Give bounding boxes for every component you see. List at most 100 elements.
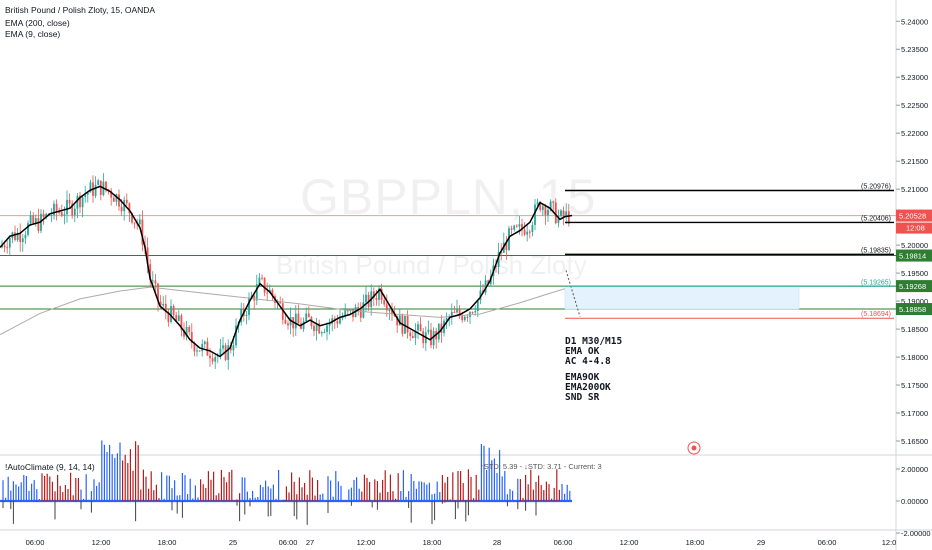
demand-zone-box (564, 286, 800, 310)
candle-body (544, 206, 547, 216)
candle-body (419, 324, 422, 332)
ema9-legend[interactable]: EMA (9, close) (5, 29, 61, 39)
candle-body (328, 323, 331, 326)
candle-body (177, 315, 180, 321)
candle-body (417, 324, 419, 331)
candle-body (297, 313, 300, 324)
note-line6: SND SR (565, 392, 600, 403)
candle-body (3, 245, 6, 248)
candle-body (287, 323, 289, 326)
candle-body (263, 277, 266, 293)
candle-body (513, 225, 516, 230)
candle-body (55, 203, 58, 213)
candle-body (81, 196, 84, 208)
candle-body (157, 283, 159, 302)
last-price-badge (896, 209, 932, 222)
candle-body (248, 297, 250, 315)
candle-body (383, 300, 386, 305)
candle-body (362, 302, 365, 318)
candle-body (27, 223, 29, 235)
candle-body (323, 332, 326, 334)
autoclimate-legend[interactable]: !AutoClimate (9, 14, 14) (5, 462, 95, 472)
note-line2: EMA OK (565, 346, 600, 357)
candle-body (167, 312, 170, 322)
candle-body (396, 315, 399, 326)
candle-body (336, 320, 339, 324)
price-tick-label: 5.19000 (901, 297, 928, 306)
candle-body (183, 329, 185, 337)
candle-body (554, 202, 557, 224)
candle-body (500, 251, 503, 253)
candle-body (515, 225, 518, 227)
candle-body (240, 308, 243, 323)
candle-body (341, 316, 344, 319)
event-marker-dot (691, 445, 697, 451)
candle-body (497, 251, 500, 268)
note-line5: EMA200OK (565, 382, 611, 393)
candle-body (318, 323, 321, 334)
candle-body (1, 245, 3, 248)
candle-body (365, 294, 367, 303)
candle-body (560, 210, 562, 217)
candle-body (266, 292, 269, 294)
candle-body (391, 310, 393, 315)
candle-body (50, 215, 53, 217)
candle-body (510, 228, 513, 230)
candle-body (110, 190, 113, 198)
candle-body (531, 224, 534, 233)
candle-body (222, 345, 224, 349)
candle-body (14, 232, 16, 240)
candle-body (534, 204, 536, 225)
time-tick-label: 18:00 (423, 538, 442, 547)
time-tick-label: 28 (493, 538, 501, 547)
candle-body (60, 212, 63, 216)
candle-body (414, 330, 417, 339)
countdown-badge (896, 222, 932, 234)
candle-body (84, 194, 87, 197)
candle-body (547, 209, 549, 216)
price-tick-label: 5.21500 (901, 157, 928, 166)
candle-body (521, 224, 523, 230)
candle-body (24, 234, 27, 239)
candle-body (66, 199, 68, 215)
price-tick-label: 5.17500 (901, 381, 928, 390)
candle-body (253, 295, 256, 301)
candle-body (216, 355, 219, 357)
candle-body (258, 277, 261, 285)
time-tick-label: 12:0 (882, 538, 897, 547)
candle-body (16, 232, 19, 240)
time-tick-label: 25 (229, 538, 237, 547)
candle-body (94, 184, 97, 196)
time-tick-label: 27 (306, 538, 314, 547)
level-badge-value: 5.19814 (899, 252, 926, 261)
time-tick-label: 06:00 (26, 538, 45, 547)
time-tick-label: 29 (757, 538, 765, 547)
price-tick-label: 5.24000 (901, 17, 928, 26)
candle-body (86, 192, 89, 195)
candle-body (445, 318, 448, 321)
candle-body (255, 284, 258, 301)
candle-body (151, 280, 154, 282)
candle-body (149, 264, 152, 281)
candle-body (133, 222, 136, 224)
candle-body (385, 304, 388, 311)
candle-body (307, 313, 310, 318)
candle-body (495, 265, 497, 268)
candle-body (6, 247, 9, 249)
candle-body (42, 213, 45, 218)
symbol-legend[interactable]: British Pound / Polish Zloty, 15, OANDA (5, 5, 156, 15)
candle-body (456, 309, 458, 313)
ema200-line (0, 286, 573, 336)
candle-body (8, 238, 11, 248)
candle-body (201, 343, 204, 352)
candle-body (567, 211, 570, 224)
candle-body (29, 215, 32, 224)
ema200-legend[interactable]: EMA (200, close) (5, 18, 70, 28)
candle-body (180, 315, 183, 330)
price-tick-label: 5.18000 (901, 353, 928, 362)
candle-body (172, 306, 175, 316)
candle-body (305, 313, 308, 322)
candle-body (557, 216, 560, 224)
candle-body (45, 213, 48, 218)
